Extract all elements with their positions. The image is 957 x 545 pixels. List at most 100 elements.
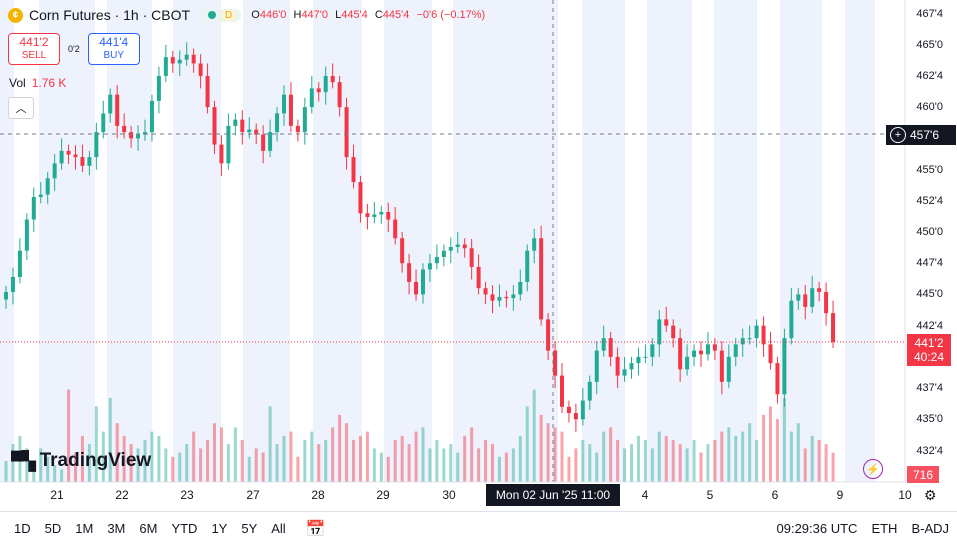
sell-price: 441'2 — [19, 35, 49, 49]
candle — [427, 253, 432, 282]
range-3m[interactable]: 3M — [107, 521, 126, 536]
candle — [490, 285, 495, 314]
candle-body — [511, 294, 516, 299]
volume-bar — [136, 448, 140, 482]
volume-bar — [442, 448, 446, 482]
candle-body — [831, 313, 836, 342]
candle — [705, 331, 710, 361]
candle-body — [761, 325, 766, 345]
volume-bar — [164, 448, 168, 482]
candle — [692, 344, 697, 367]
candle-body — [421, 269, 425, 295]
buy-label: BUY — [103, 50, 125, 61]
candle-body — [594, 350, 599, 382]
candle-body — [268, 132, 273, 151]
session-toggle[interactable]: ETH — [871, 521, 898, 536]
volume-bar — [268, 406, 272, 482]
volume-bar — [199, 448, 203, 482]
clock[interactable]: 09:29:36 UTC — [776, 521, 858, 536]
range-5d[interactable]: 5D — [44, 521, 62, 536]
volume-bar — [192, 431, 196, 482]
candle-body — [17, 250, 22, 277]
candle — [400, 232, 405, 273]
candle — [789, 288, 794, 345]
collapse-legend-button[interactable]: ︿ — [8, 97, 34, 119]
volume-bar — [463, 435, 467, 482]
range-5y[interactable]: 5Y — [241, 521, 258, 536]
candle-body — [789, 300, 794, 339]
volume-bar — [643, 440, 647, 482]
volume-bar — [108, 398, 112, 482]
candle-body — [671, 325, 676, 339]
tradingview-logo[interactable]: ▀▚ TradingView — [11, 450, 151, 472]
candle-body — [38, 194, 43, 198]
gear-icon[interactable]: ⚙ — [924, 487, 937, 503]
volume-bar — [762, 414, 766, 482]
symbol-title[interactable]: Corn Futures · 1h · CBOT — [29, 7, 191, 23]
candle — [295, 119, 300, 142]
range-all[interactable]: All — [271, 521, 286, 536]
candle — [80, 144, 85, 173]
candle-body — [740, 338, 745, 345]
candle — [629, 356, 634, 379]
candle-body — [316, 88, 321, 93]
candle — [115, 85, 120, 139]
candle-body — [247, 129, 252, 133]
chart-legend[interactable]: ¢ Corn Futures · 1h · CBOT D O446'0 H447… — [8, 7, 489, 23]
market-status[interactable]: D — [202, 8, 242, 22]
candle — [170, 50, 175, 73]
candle-body — [615, 356, 620, 376]
candle — [302, 97, 307, 145]
candle — [330, 63, 335, 89]
buy-button[interactable]: 441'4 BUY — [87, 33, 140, 65]
range-1y[interactable]: 1Y — [211, 521, 228, 536]
candle — [94, 122, 99, 170]
volume-bar — [352, 440, 355, 482]
session-band-4 — [243, 0, 290, 482]
volume-bar — [261, 452, 265, 482]
candle-body — [587, 381, 592, 401]
candle-body — [344, 107, 349, 158]
range-1d[interactable]: 1D — [14, 521, 31, 536]
ohlc-high-key: H — [293, 9, 302, 21]
candle-body — [622, 369, 627, 376]
coin-icon: ¢ — [8, 7, 23, 23]
candle — [518, 269, 523, 301]
volume-bar — [46, 456, 50, 482]
adjustment-toggle[interactable]: B-ADJ — [911, 521, 949, 536]
candle-body — [149, 100, 154, 133]
candle — [476, 254, 481, 295]
candle — [309, 75, 314, 114]
volume-bar — [789, 431, 793, 482]
price-tick-label: 442'4 — [916, 319, 943, 332]
range-1m[interactable]: 1M — [75, 521, 94, 536]
candle-body — [240, 119, 245, 133]
volume-bar — [379, 452, 383, 482]
add-alert-plus-icon[interactable]: + — [890, 127, 906, 143]
session-band-12 — [845, 0, 875, 482]
volume-bar — [609, 427, 613, 482]
candle-body — [678, 338, 683, 370]
candle — [483, 281, 488, 304]
lightning-icon[interactable]: ⚡ — [863, 459, 883, 479]
price-chart[interactable] — [0, 0, 957, 511]
price-tick-label: 455'0 — [916, 163, 943, 176]
range-ytd[interactable]: YTD — [171, 521, 198, 536]
volume-bar — [296, 456, 300, 482]
candle — [434, 244, 439, 270]
candle-body — [386, 212, 391, 220]
volume-legend[interactable]: Vol 1.76 K — [9, 76, 66, 90]
price-tick-label: 467'4 — [916, 7, 943, 20]
candle-body — [24, 219, 29, 251]
sell-button[interactable]: 441'2 SELL — [8, 33, 60, 65]
candle — [803, 285, 808, 320]
volume-bar — [101, 431, 105, 482]
candle-body — [163, 57, 168, 76]
candle-body — [580, 400, 585, 420]
session-band-6 — [384, 0, 432, 482]
calendar-range-icon[interactable]: 📅 — [305, 520, 326, 538]
candle — [511, 285, 516, 311]
candle-body — [101, 113, 106, 133]
range-6m[interactable]: 6M — [139, 521, 158, 536]
candle — [560, 363, 564, 414]
